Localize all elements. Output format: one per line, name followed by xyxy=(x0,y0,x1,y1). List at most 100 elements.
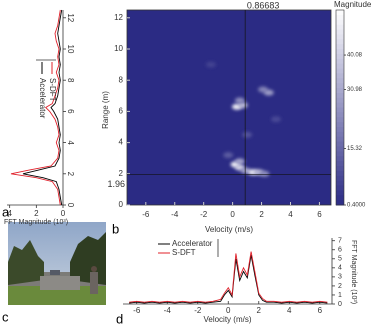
data-line xyxy=(129,251,328,303)
x-tick-label: -2 xyxy=(200,210,208,219)
legend-label: Accelerator xyxy=(38,78,47,119)
heatmap-cell xyxy=(263,89,274,96)
range-tick-label: 0 xyxy=(66,203,75,208)
colorbar-step xyxy=(336,141,344,147)
colorbar-step xyxy=(336,180,344,186)
colorbar-step xyxy=(336,44,344,50)
colorbar-step xyxy=(336,88,344,94)
colorbar-step xyxy=(336,190,344,196)
range-tick-label: 6 xyxy=(66,109,75,114)
legend-label: Accelerator xyxy=(172,239,213,248)
heatmap-background xyxy=(127,10,331,205)
range-tick-label: 12 xyxy=(66,13,75,22)
colorbar-tick-label: 15.32 xyxy=(347,146,363,152)
colorbar-step xyxy=(336,63,344,69)
colorbar-step xyxy=(336,131,344,138)
colorbar-tick-label: 40.08 xyxy=(347,53,363,59)
colorbar-step xyxy=(336,58,344,65)
range-tick-label: 2 xyxy=(66,172,75,177)
x-tick-label: -4 xyxy=(171,210,179,219)
x-tick-label: 2 xyxy=(257,306,262,315)
colorbar-step xyxy=(336,53,344,60)
colorbar-step xyxy=(336,10,344,16)
x-tick-label: -2 xyxy=(194,306,202,315)
heatmap-cell xyxy=(234,97,245,104)
x-tick-label: -6 xyxy=(133,306,141,315)
colorbar-step xyxy=(336,122,344,128)
y-tick-label: 6 xyxy=(338,247,342,254)
y-tick-label: 1 xyxy=(338,292,342,299)
panel-label: d xyxy=(116,311,123,326)
axis-title: FFT Magnitude (10³) xyxy=(350,240,357,304)
heatmap-cell xyxy=(271,116,282,123)
colorbar-tick-label: 30.98 xyxy=(347,87,363,93)
panel-label: a xyxy=(2,204,10,219)
y-tick-label: 12 xyxy=(114,13,123,22)
data-line xyxy=(10,9,61,206)
cursor-label: 1.96 xyxy=(107,179,125,189)
colorbar-step xyxy=(336,97,344,104)
y-tick-label: 8 xyxy=(119,75,124,84)
colorbar-step xyxy=(336,73,344,79)
y-tick-label: 3 xyxy=(338,274,342,281)
x-tick-label: 4 xyxy=(7,209,12,218)
heatmap-cell xyxy=(234,158,245,165)
y-tick-label: 2 xyxy=(338,283,342,290)
y-tick-label: 10 xyxy=(114,44,123,53)
x-tick-label: 4 xyxy=(287,306,292,315)
y-tick-label: 5 xyxy=(338,256,342,263)
colorbar-step xyxy=(336,29,344,35)
colorbar-step xyxy=(336,68,344,74)
colorbar-step xyxy=(336,156,344,162)
colorbar-step xyxy=(336,146,344,152)
x-tick-label: 4 xyxy=(288,210,293,219)
range-tick-label: 4 xyxy=(66,140,75,145)
colorbar-step xyxy=(336,83,344,89)
colorbar-step xyxy=(336,151,344,157)
colorbar-step xyxy=(336,102,344,108)
axis-title: Range (m) xyxy=(101,91,110,129)
colorbar-step xyxy=(336,136,344,143)
y-tick-label: 0 xyxy=(119,200,124,209)
y-tick-label: 4 xyxy=(338,265,342,272)
plot-border xyxy=(126,9,332,206)
panel-a-frame xyxy=(7,10,64,206)
colorbar-border xyxy=(335,9,345,206)
x-tick-label: 6 xyxy=(318,306,323,315)
cursor-label: 0.86683 xyxy=(247,0,280,10)
colorbar-title: Magnitude xyxy=(334,0,372,9)
panel-d-frame xyxy=(123,238,333,305)
colorbar-step xyxy=(336,49,344,55)
colorbar-step xyxy=(336,24,344,30)
data-line xyxy=(129,255,328,304)
range-tick-label: 10 xyxy=(66,45,75,54)
x-tick-label: 0 xyxy=(61,209,66,218)
colorbar-step xyxy=(336,34,344,40)
x-tick-label: -6 xyxy=(142,210,150,219)
axis-title: FFT Magnitude (10³) xyxy=(4,219,68,226)
x-tick-label: 6 xyxy=(317,210,322,219)
x-tick-label: 0 xyxy=(230,210,235,219)
colorbar-step xyxy=(336,200,344,206)
legend-label: S-DFT xyxy=(48,78,57,102)
photo xyxy=(8,222,106,305)
panel-b-frame xyxy=(127,10,331,205)
y-tick-label: 0 xyxy=(338,301,342,308)
y-tick-label: 4 xyxy=(119,138,124,147)
x-tick-label: 0 xyxy=(226,306,231,315)
colorbar-step xyxy=(336,112,344,118)
colorbar-step xyxy=(336,127,344,133)
y-tick-label: 7 xyxy=(338,238,342,245)
colorbar-step xyxy=(336,161,344,167)
x-tick-label: 2 xyxy=(34,209,39,218)
x-tick-label: 2 xyxy=(259,210,264,219)
panel-label: b xyxy=(112,221,119,236)
heatmap-cell xyxy=(242,131,253,138)
axis-title: Velocity (m/s) xyxy=(205,225,253,234)
panel-label: c xyxy=(2,309,9,324)
axis-title: Velocity (m/s) xyxy=(203,315,251,324)
colorbar-step xyxy=(336,107,344,113)
heatmap-cell xyxy=(259,170,270,177)
colorbar-tick-label: 0.4000 xyxy=(347,203,366,209)
colorbar-step xyxy=(336,185,344,191)
